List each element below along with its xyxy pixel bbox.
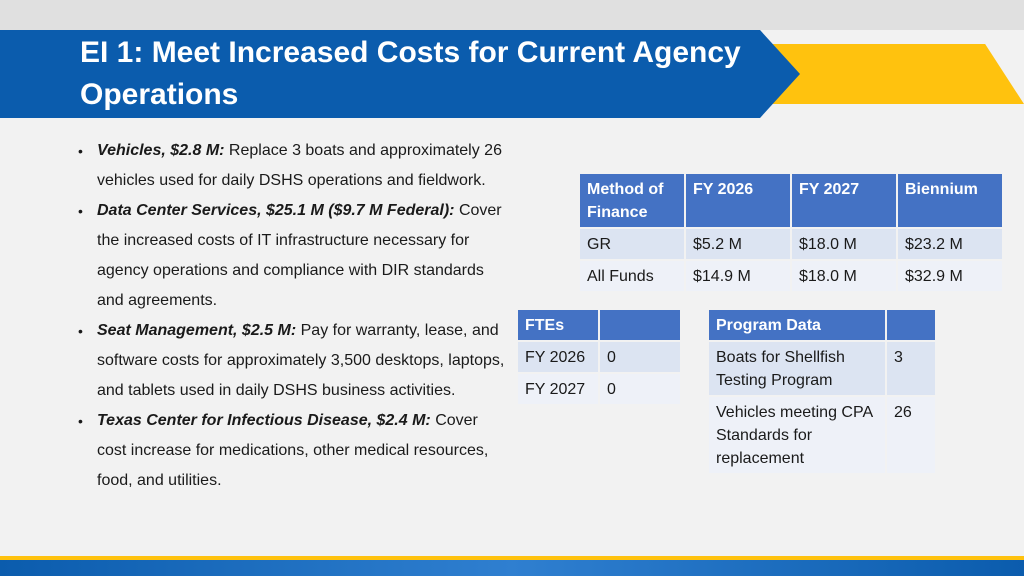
bullet-list: Vehicles, $2.8 M: Replace 3 boats and ap… [78, 136, 510, 496]
table-header-row: FTEs [518, 310, 680, 340]
bullet-heading: Texas Center for Infectious Disease, $2.… [97, 412, 431, 429]
bullet-heading: Data Center Services, $25.1 M ($9.7 M Fe… [97, 202, 455, 219]
table-cell: FY 2027 [518, 374, 598, 404]
table-cell: $5.2 M [686, 229, 790, 259]
title-banner [0, 30, 800, 118]
table-row: All Funds $14.9 M $18.0 M $32.9 M [580, 261, 1002, 291]
footer-bar [0, 560, 1024, 576]
table-cell: GR [580, 229, 684, 259]
table-header-cell: Program Data [709, 310, 885, 340]
table-header-cell: FTEs [518, 310, 598, 340]
table-header-cell: Biennium [898, 174, 1002, 227]
table-header-row: Method of Finance FY 2026 FY 2027 Bienni… [580, 174, 1002, 227]
table-cell: Vehicles meeting CPA Standards for repla… [709, 397, 885, 473]
table-header-cell: FY 2027 [792, 174, 896, 227]
table-cell: 0 [600, 342, 680, 372]
bullet-text: Cover cost increase for medications, oth… [97, 412, 489, 489]
bullet-heading: Vehicles, $2.8 M: [97, 142, 225, 159]
bullet-vehicles: Vehicles, $2.8 M: Replace 3 boats and ap… [78, 136, 510, 196]
table-row: GR $5.2 M $18.0 M $23.2 M [580, 229, 1002, 259]
table-cell: $23.2 M [898, 229, 1002, 259]
bullet-heading: Seat Management, $2.5 M: [97, 322, 297, 339]
table-header-cell: Method of Finance [580, 174, 684, 227]
table-cell: 26 [887, 397, 935, 473]
footer-accent-stripe [0, 556, 1024, 560]
table-header-cell [600, 310, 680, 340]
table-cell: FY 2026 [518, 342, 598, 372]
table-row: Vehicles meeting CPA Standards for repla… [709, 397, 935, 473]
table-row: FY 2027 0 [518, 374, 680, 404]
table-cell: 0 [600, 374, 680, 404]
bullet-seat-management: Seat Management, $2.5 M: Pay for warrant… [78, 316, 510, 406]
table-header-cell: FY 2026 [686, 174, 790, 227]
table-cell: $18.0 M [792, 261, 896, 291]
table-header-row: Program Data [709, 310, 935, 340]
page-title: EI 1: Meet Increased Costs for Current A… [80, 36, 741, 111]
program-data-table: Program Data Boats for Shellfish Testing… [707, 308, 937, 475]
table-cell: $18.0 M [792, 229, 896, 259]
bullet-tcid: Texas Center for Infectious Disease, $2.… [78, 406, 510, 496]
table-cell: Boats for Shellfish Testing Program [709, 342, 885, 395]
table-row: FY 2026 0 [518, 342, 680, 372]
table-row: Boats for Shellfish Testing Program 3 [709, 342, 935, 395]
table-cell: $14.9 M [686, 261, 790, 291]
table-header-cell [887, 310, 935, 340]
method-of-finance-table: Method of Finance FY 2026 FY 2027 Bienni… [578, 172, 1004, 293]
bullet-text: Replace 3 boats and approximately 26 veh… [97, 142, 502, 189]
ftes-table: FTEs FY 2026 0 FY 2027 0 [516, 308, 682, 406]
table-cell: All Funds [580, 261, 684, 291]
top-strip [0, 0, 1024, 30]
bullet-text: Cover the increased costs of IT infrastr… [97, 202, 502, 309]
bullet-text: Pay for warranty, lease, and software co… [97, 322, 505, 399]
bullet-data-center: Data Center Services, $25.1 M ($9.7 M Fe… [78, 196, 510, 316]
table-cell: 3 [887, 342, 935, 395]
table-cell: $32.9 M [898, 261, 1002, 291]
